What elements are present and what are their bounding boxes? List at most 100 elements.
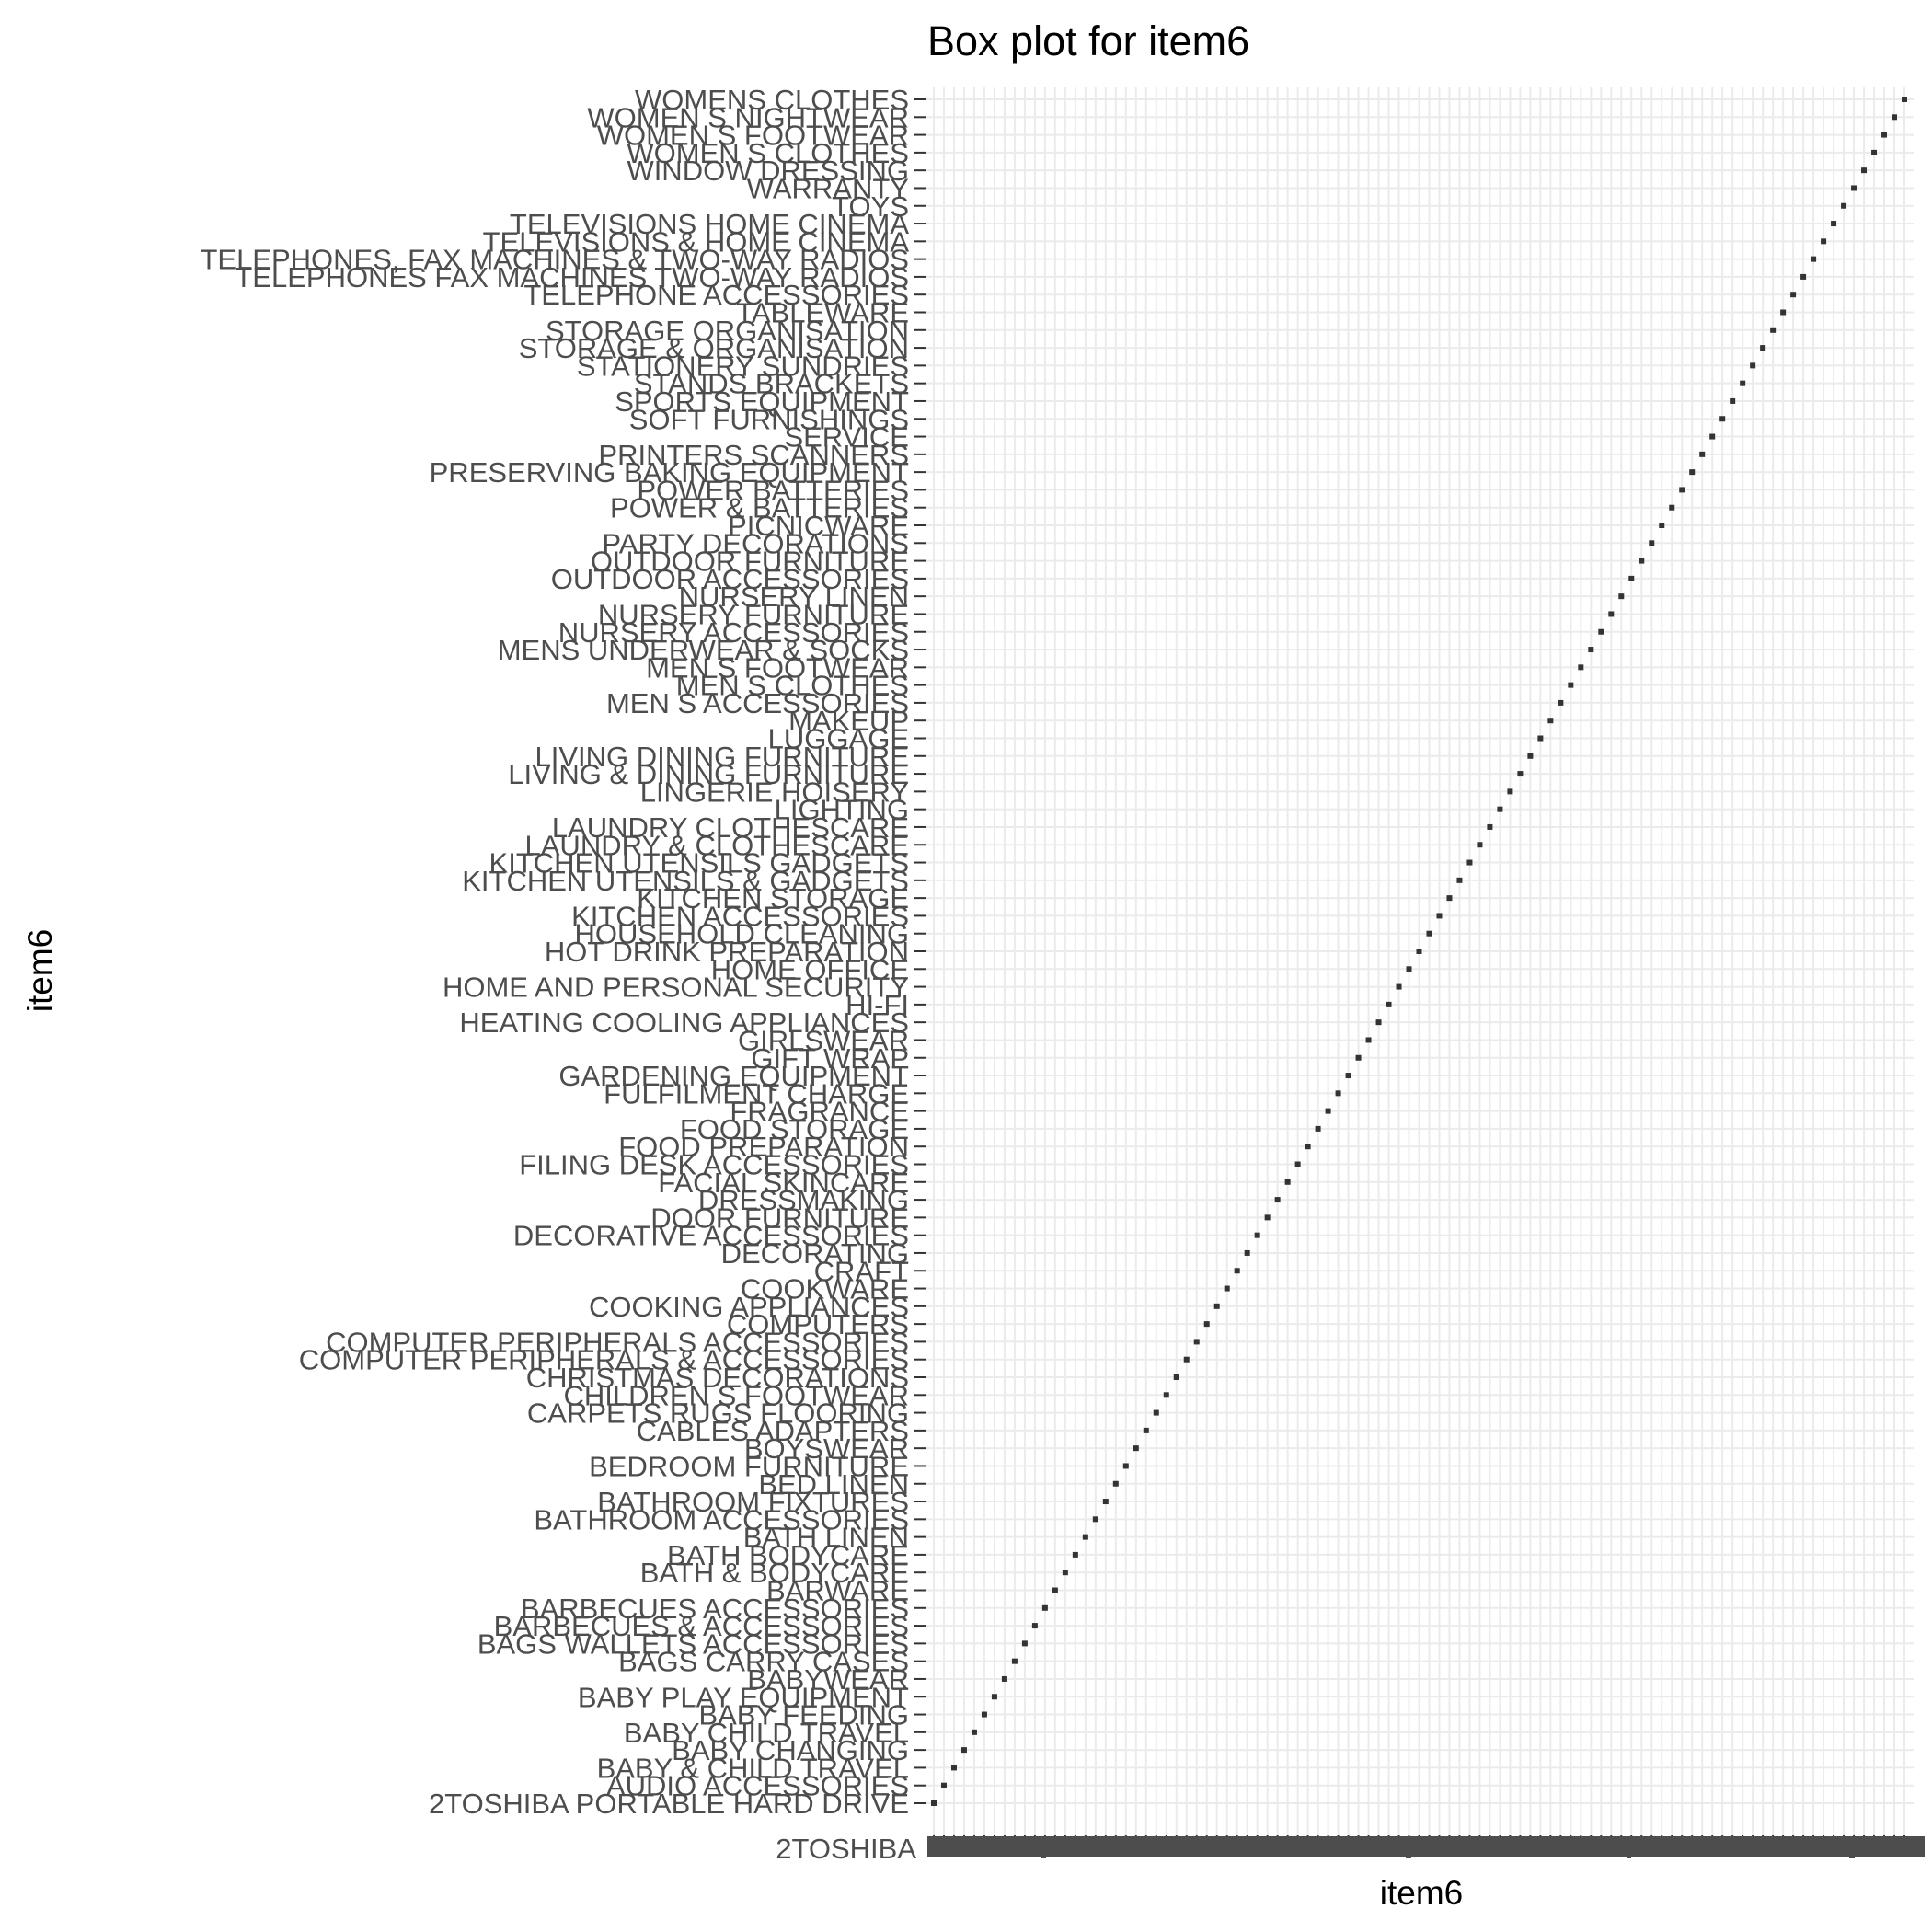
box-8 bbox=[1001, 1675, 1007, 1682]
box-95 bbox=[1881, 132, 1888, 138]
x-axis-ticks bbox=[927, 1835, 1925, 1858]
box-16 bbox=[1082, 1534, 1088, 1540]
box-2 bbox=[940, 1782, 947, 1788]
y-tick-label: COOKWARE bbox=[741, 1273, 909, 1305]
box-72 bbox=[1649, 540, 1655, 546]
y-tick-label: DOOR FURNITURE bbox=[650, 1202, 909, 1234]
box-49 bbox=[1416, 949, 1422, 954]
box-17 bbox=[1092, 1516, 1098, 1523]
box-67 bbox=[1598, 628, 1604, 635]
y-tick-label: BATH BODYCARE bbox=[667, 1539, 909, 1571]
x-tick-label-fragment bbox=[1627, 1847, 1631, 1858]
box-42 bbox=[1345, 1073, 1351, 1079]
y-tick-label: PRESERVING BAKING EQUIPMENT bbox=[430, 456, 909, 489]
y-tick-label: CABLES ADAPTERS bbox=[637, 1415, 909, 1447]
y-tick-label: HOUSEHOLD CLEANING bbox=[575, 918, 909, 950]
box-9 bbox=[1011, 1658, 1018, 1664]
box-12 bbox=[1041, 1604, 1048, 1611]
y-tick-label: COMPUTER PERIPHERALS ACCESSORIES bbox=[326, 1326, 909, 1358]
y-tick-label: FOOD PREPARATION bbox=[618, 1131, 909, 1163]
box-6 bbox=[981, 1711, 987, 1718]
y-tick-label: WOMEN S CLOTHES bbox=[627, 137, 909, 169]
box-64 bbox=[1568, 682, 1574, 688]
y-tick-label: SOFT FURNISHINGS bbox=[629, 403, 909, 435]
y-tick-label: GIFT WRAP bbox=[751, 1042, 909, 1075]
y-tick-label: CARPETS RUGS FLOORING bbox=[527, 1397, 909, 1430]
box-3 bbox=[950, 1765, 957, 1771]
box-43 bbox=[1355, 1054, 1362, 1061]
y-tick-label: PRINTERS SCANNERS bbox=[598, 439, 909, 471]
y-tick-label: TELEPHONES FAX MACHINES TWO-WAY RADIOS bbox=[235, 261, 909, 293]
box-48 bbox=[1406, 966, 1412, 972]
box-70 bbox=[1628, 575, 1635, 581]
box-5 bbox=[971, 1729, 977, 1735]
y-tick-label: HI-FI bbox=[845, 989, 909, 1021]
box-93 bbox=[1861, 167, 1868, 174]
chart-title: Box plot for item6 bbox=[927, 17, 1249, 64]
box-83 bbox=[1760, 345, 1766, 351]
box-85 bbox=[1780, 309, 1787, 316]
y-tick-label: NURSERY LINEN bbox=[679, 581, 909, 613]
box-89 bbox=[1821, 238, 1827, 245]
box-97 bbox=[1902, 97, 1907, 102]
y-tick-label: HOME OFFICE bbox=[711, 953, 909, 985]
y-tick-label: MAKEUP bbox=[788, 705, 909, 737]
box-71 bbox=[1639, 558, 1645, 564]
y-tick-label: BABY CHANGING bbox=[672, 1734, 909, 1766]
box-32 bbox=[1244, 1249, 1250, 1256]
y-tick-label: TELEPHONE ACCESSORIES bbox=[523, 279, 909, 311]
y-tick-label: SPORTS EQUIPMENT bbox=[615, 385, 909, 418]
box-87 bbox=[1800, 273, 1807, 280]
y-tick-label: POWER & BATTERIES bbox=[610, 492, 909, 524]
box-38 bbox=[1305, 1144, 1311, 1150]
x-axis-title: item6 bbox=[1380, 1874, 1463, 1912]
y-tick-label: COMPUTER PERIPHERALS & ACCESSORIES bbox=[299, 1344, 909, 1376]
y-axis-title: item6 bbox=[21, 929, 59, 1012]
y-tick-label: GIRLSWEAR bbox=[738, 1024, 909, 1056]
box-4 bbox=[960, 1747, 967, 1754]
box-84 bbox=[1770, 327, 1777, 333]
box-69 bbox=[1618, 593, 1625, 600]
y-tick-label: NURSERY FURNITURE bbox=[598, 598, 909, 630]
y-tick-label: BABY & CHILD TRAVEL bbox=[597, 1752, 909, 1784]
y-tick-label: HOT DRINK PREPARATION bbox=[545, 936, 909, 968]
y-tick-label: TOYS bbox=[832, 190, 909, 223]
y-tick-label: CRAFT bbox=[814, 1255, 909, 1287]
y-tick-label: BABY FEEDING bbox=[698, 1699, 909, 1731]
box-96 bbox=[1892, 114, 1898, 121]
box-22 bbox=[1143, 1427, 1149, 1433]
x-tick-label-fragment bbox=[1041, 1847, 1046, 1858]
y-tick-label: OUTDOOR FURNITURE bbox=[591, 546, 909, 578]
y-tick-label: BED LINEN bbox=[758, 1468, 909, 1501]
plot-grid bbox=[926, 87, 1914, 1835]
y-tick-label: BEDROOM FURNITURE bbox=[589, 1450, 909, 1482]
y-tick-label: BATHROOM ACCESSORIES bbox=[534, 1503, 909, 1535]
box-31 bbox=[1234, 1268, 1240, 1274]
box-37 bbox=[1294, 1161, 1301, 1167]
box-23 bbox=[1153, 1409, 1159, 1416]
box-73 bbox=[1659, 523, 1665, 528]
box-78 bbox=[1709, 433, 1716, 440]
data-marks bbox=[931, 97, 1907, 1806]
y-tick-label: PICNICWARE bbox=[728, 510, 909, 542]
y-tick-label: MEN S ACCESSORIES bbox=[606, 687, 909, 719]
box-11 bbox=[1031, 1623, 1038, 1629]
box-7 bbox=[991, 1694, 997, 1700]
y-tick-label: KITCHEN ACCESSORIES bbox=[571, 900, 909, 932]
y-tick-label: DECORATIVE ACCESSORIES bbox=[513, 1220, 909, 1252]
box-63 bbox=[1558, 699, 1564, 706]
box-65 bbox=[1578, 664, 1584, 671]
y-tick-label: HOME AND PERSONAL SECURITY bbox=[443, 972, 909, 1004]
x-tick-labels-overlap bbox=[927, 1836, 1925, 1857]
box-35 bbox=[1274, 1197, 1281, 1203]
y-tick-label: FOOD STORAGE bbox=[680, 1113, 909, 1145]
y-tick-label: BAGS CARRY CASES bbox=[618, 1646, 909, 1678]
box-94 bbox=[1871, 149, 1878, 155]
y-tick-label: COMPUTERS bbox=[727, 1308, 909, 1340]
y-tick-label: LUGGAGE bbox=[768, 723, 909, 755]
y-tick-label: WOMEN S FOOTWEAR bbox=[597, 120, 909, 152]
y-tick-label: STANDS BRACKETS bbox=[634, 368, 909, 400]
box-30 bbox=[1224, 1285, 1230, 1292]
